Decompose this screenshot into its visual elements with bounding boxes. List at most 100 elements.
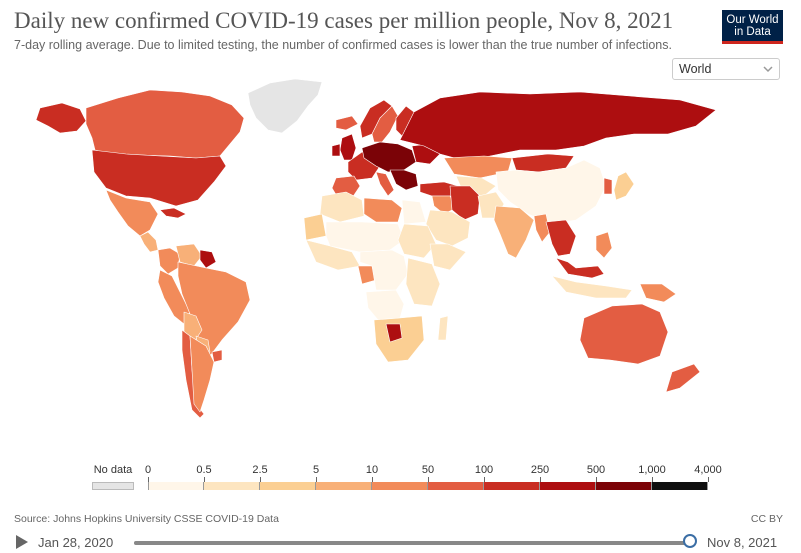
region-japan[interactable] <box>613 171 635 201</box>
region-angola[interactable] <box>365 289 405 321</box>
region-guyana[interactable] <box>199 249 217 269</box>
map-legend: No data 0 0.5 2.5 5 10 50 100 250 500 1,000 4,000 <box>0 458 801 498</box>
legend-bin <box>260 482 316 490</box>
timeline: Jan 28, 2020 Nov 8, 2021 <box>0 530 801 553</box>
region-korea[interactable] <box>603 177 613 195</box>
region-iraq-syria[interactable] <box>431 195 457 215</box>
region-mauritania[interactable] <box>303 213 327 241</box>
region-india[interactable] <box>493 205 535 259</box>
region-horn-of-africa[interactable] <box>429 243 467 271</box>
region-egypt[interactable] <box>401 199 427 225</box>
timeline-slider-handle[interactable] <box>683 534 697 548</box>
license-note[interactable]: CC BY <box>750 513 783 525</box>
region-russia[interactable] <box>399 91 717 161</box>
play-icon[interactable] <box>16 535 28 549</box>
legend-tick <box>316 477 317 482</box>
legend-bin <box>596 482 652 490</box>
legend-tick <box>596 477 597 482</box>
region-central-america[interactable] <box>139 231 159 253</box>
legend-tick-label: 100 <box>474 464 494 476</box>
region-colombia[interactable] <box>157 247 181 275</box>
legend-bin <box>652 482 708 490</box>
region-mexico[interactable] <box>105 189 159 237</box>
region-greenland[interactable] <box>247 78 323 134</box>
legend-tick-label: 0.5 <box>196 464 212 476</box>
legend-tick-label: 250 <box>530 464 550 476</box>
chart-subtitle: 7-day rolling average. Due to limited te… <box>14 38 672 52</box>
region-sahel[interactable] <box>325 221 405 253</box>
timeline-end-date: Nov 8, 2021 <box>707 535 778 550</box>
region-canada[interactable] <box>85 89 245 159</box>
legend-tick <box>204 477 205 482</box>
region-malaysia[interactable] <box>555 257 605 279</box>
region-botswana[interactable] <box>385 323 403 343</box>
world-map <box>35 78 717 419</box>
logo-line-2: in Data <box>734 26 771 38</box>
region-alaska[interactable] <box>35 102 87 134</box>
region-venezuela[interactable] <box>175 243 203 267</box>
region-italy[interactable] <box>375 171 395 197</box>
region-east-africa[interactable] <box>405 257 441 307</box>
logo-accent-bar <box>722 41 783 44</box>
region-iceland[interactable] <box>335 115 359 131</box>
legend-bin <box>204 482 260 490</box>
region-uk[interactable] <box>339 133 357 161</box>
region-usa[interactable] <box>91 149 227 207</box>
legend-tick <box>260 477 261 482</box>
region-myanmar[interactable] <box>533 213 551 243</box>
legend-tick-label: 5 <box>312 464 320 476</box>
owid-logo[interactable]: Our World in Data <box>722 10 783 44</box>
legend-bin <box>428 482 484 490</box>
region-balkans[interactable] <box>389 169 419 191</box>
timeline-track-fill <box>134 541 690 545</box>
source-note[interactable]: Source: Johns Hopkins University CSSE CO… <box>14 513 279 525</box>
legend-tick <box>372 477 373 482</box>
legend-bin <box>372 482 428 490</box>
region-sweden[interactable] <box>371 105 399 143</box>
legend-tick-label: 2.5 <box>252 464 268 476</box>
legend-bin <box>484 482 540 490</box>
region-sudan[interactable] <box>397 223 437 259</box>
region-philippines[interactable] <box>595 231 613 259</box>
legend-bin <box>148 482 204 490</box>
timeline-track[interactable] <box>134 541 690 545</box>
region-uruguay[interactable] <box>211 349 223 363</box>
legend-color-bar <box>148 482 708 490</box>
region-china[interactable] <box>495 159 607 225</box>
legend-no-data-label: No data <box>93 464 133 476</box>
legend-tick <box>708 477 709 482</box>
timeline-start-date: Jan 28, 2020 <box>38 535 114 550</box>
region-papua[interactable] <box>639 283 677 303</box>
region-ireland[interactable] <box>331 143 341 157</box>
legend-tick-label: 4,000 <box>694 464 722 476</box>
region-thailand-vietnam[interactable] <box>545 219 577 257</box>
region-australia[interactable] <box>579 303 669 365</box>
legend-tick-label: 1,000 <box>638 464 666 476</box>
region-argentina[interactable] <box>189 335 215 413</box>
region-bolivia[interactable] <box>183 311 203 343</box>
chart-title: Daily new confirmed COVID-19 cases per m… <box>14 8 674 33</box>
region-north-africa-west[interactable] <box>319 191 365 223</box>
legend-tick-label: 500 <box>586 464 606 476</box>
region-libya[interactable] <box>363 197 403 223</box>
legend-bin <box>316 482 372 490</box>
region-select-value: World <box>679 62 712 76</box>
legend-tick-label: 50 <box>421 464 435 476</box>
chevron-down-icon <box>763 66 773 73</box>
legend-tick <box>652 477 653 482</box>
region-iran[interactable] <box>449 185 481 221</box>
legend-tick-label: 10 <box>365 464 379 476</box>
region-madagascar[interactable] <box>437 315 449 341</box>
region-select[interactable]: World <box>672 58 780 80</box>
legend-bin <box>540 482 596 490</box>
legend-no-data-swatch <box>92 482 134 490</box>
legend-tick <box>484 477 485 482</box>
legend-tick <box>540 477 541 482</box>
legend-tick <box>148 477 149 482</box>
region-indonesia[interactable] <box>551 275 633 299</box>
logo-line-1: Our World <box>726 14 779 26</box>
region-central-europe[interactable] <box>361 141 417 173</box>
region-caribbean[interactable] <box>159 207 187 219</box>
region-new-zealand[interactable] <box>665 363 701 393</box>
legend-tick-label: 0 <box>144 464 152 476</box>
